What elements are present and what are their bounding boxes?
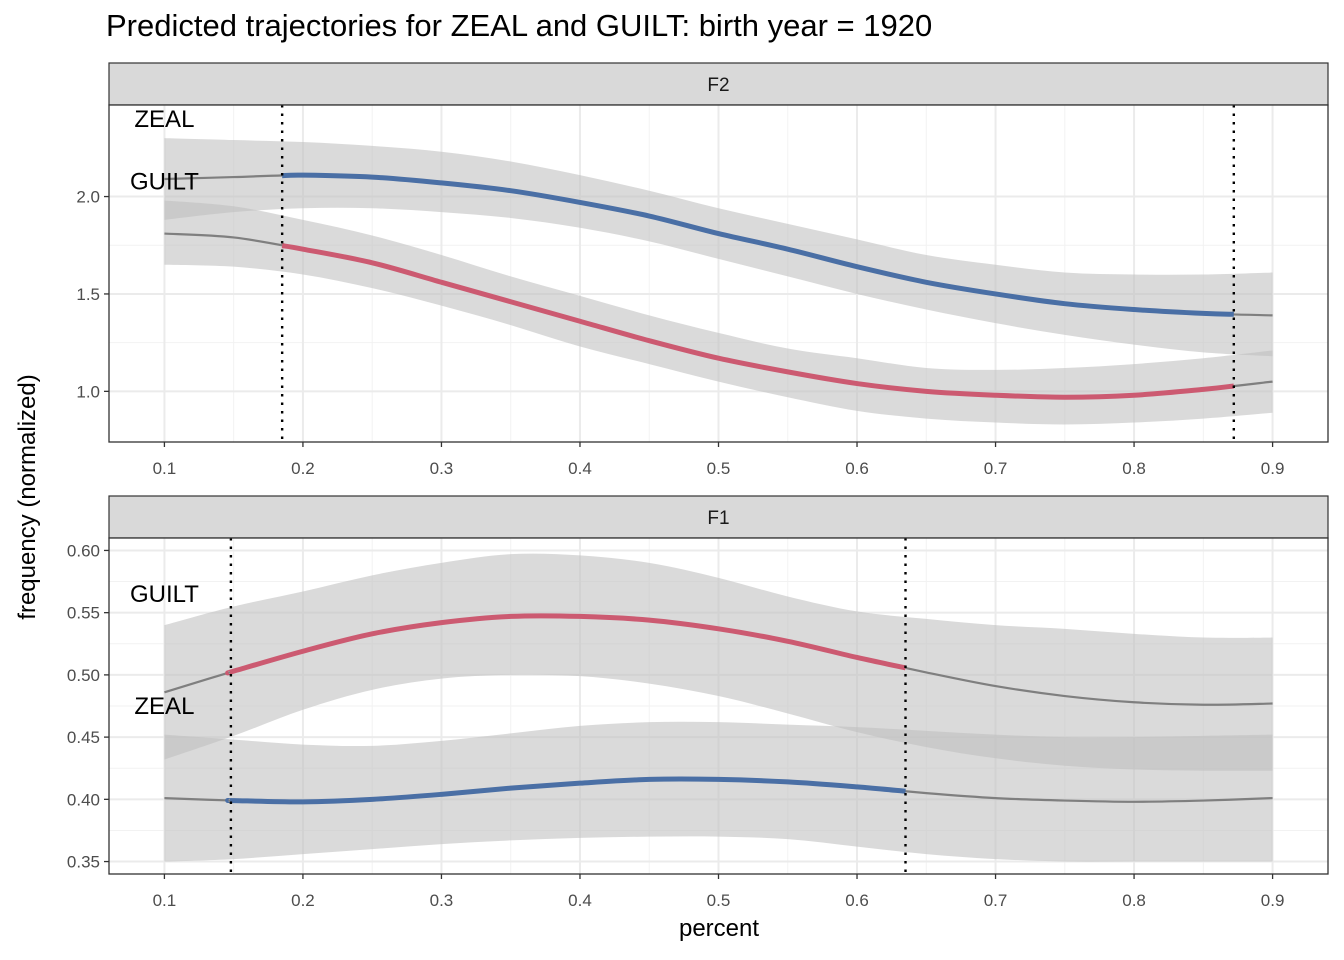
annotation-label-zeal: ZEAL bbox=[134, 693, 194, 720]
confidence-ribbon-zeal bbox=[164, 138, 1273, 357]
trajectory-zeal-highlight bbox=[225, 776, 906, 805]
x-tick-label: 0.4 bbox=[568, 891, 592, 910]
x-tick-label: 0.1 bbox=[153, 891, 177, 910]
plot-content bbox=[164, 105, 1273, 442]
y-tick-label: 0.40 bbox=[67, 790, 100, 809]
y-tick-label: 0.45 bbox=[67, 728, 100, 747]
y-tick-label: 1.5 bbox=[76, 285, 100, 304]
confidence-ribbon-guilt bbox=[164, 200, 1273, 425]
x-tick-label: 0.6 bbox=[845, 891, 869, 910]
plot-content bbox=[164, 538, 1273, 874]
chart-title: Predicted trajectories for ZEAL and GUIL… bbox=[106, 8, 933, 43]
annotation-label-zeal: ZEAL bbox=[134, 106, 194, 133]
x-tick-label: 0.8 bbox=[1122, 891, 1146, 910]
facet-strip-label: F1 bbox=[707, 508, 729, 529]
facet-strip bbox=[108, 495, 1329, 539]
x-tick-label: 0.7 bbox=[984, 459, 1008, 478]
x-axis-label: percent bbox=[678, 915, 760, 942]
panel-F2: F2 ZEAL GUILT 0.1 0.2 0.3 0.4 0.5 0.6 0.7 0.8 0.9 1.… bbox=[76, 62, 1329, 478]
x-tick-label: 0.9 bbox=[1261, 891, 1285, 910]
confidence-ribbon-zeal bbox=[164, 721, 1273, 862]
annotation-label-guilt: GUILT bbox=[130, 168, 199, 195]
y-tick-label: 1.0 bbox=[76, 382, 100, 401]
facet-strip-label: F2 bbox=[707, 75, 729, 96]
x-tick-label: 0.5 bbox=[707, 459, 731, 478]
x-tick-label: 0.9 bbox=[1261, 459, 1285, 478]
x-tick-label: 0.1 bbox=[153, 459, 177, 478]
trajectory-guilt-highlight bbox=[225, 613, 907, 676]
trajectory-zeal-highlight bbox=[282, 172, 1234, 317]
x-tick-label: 0.7 bbox=[984, 891, 1008, 910]
x-tick-label: 0.8 bbox=[1122, 459, 1146, 478]
y-tick-label: 0.35 bbox=[67, 853, 100, 872]
y-tick-label: 2.0 bbox=[76, 188, 100, 207]
confidence-ribbon-guilt bbox=[164, 553, 1273, 771]
x-tick-label: 0.2 bbox=[291, 891, 315, 910]
y-tick-label: 0.60 bbox=[67, 541, 100, 560]
trajectory-guilt-highlight bbox=[281, 243, 1235, 400]
x-tick-label: 0.3 bbox=[430, 891, 454, 910]
x-tick-label: 0.3 bbox=[430, 459, 454, 478]
panel-F1: F1 GUILT ZEAL 0.1 0.2 0.3 0.4 0.5 0.6 0.7 0.8 0.9 0.… bbox=[67, 495, 1329, 910]
x-tick-label: 0.6 bbox=[845, 459, 869, 478]
y-tick-label: 0.50 bbox=[67, 666, 100, 685]
annotation-label-guilt: GUILT bbox=[130, 581, 199, 608]
x-tick-label: 0.2 bbox=[291, 459, 315, 478]
x-tick-label: 0.5 bbox=[707, 891, 731, 910]
x-tick-label: 0.4 bbox=[568, 459, 592, 478]
y-tick-label: 0.55 bbox=[67, 604, 100, 623]
